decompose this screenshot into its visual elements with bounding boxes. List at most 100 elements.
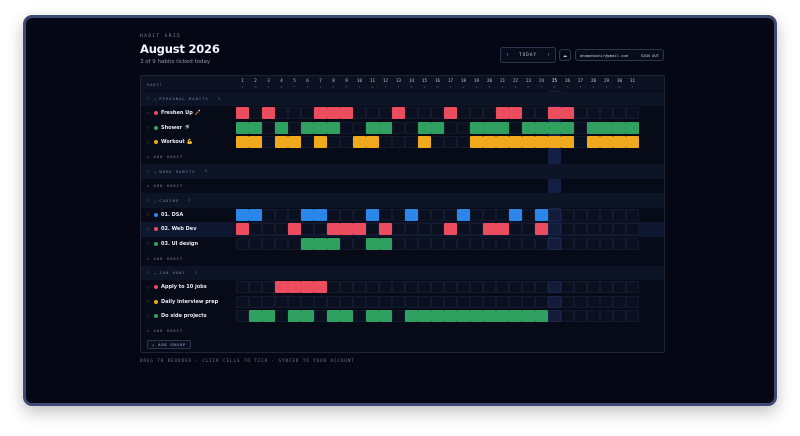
habit-cell-done[interactable]: [236, 223, 249, 235]
habit-name[interactable]: Workout 💪: [161, 139, 193, 146]
habit-name[interactable]: 02. Web Dev: [161, 226, 197, 233]
habit-cell[interactable]: [574, 281, 587, 293]
drag-handle-icon[interactable]: ⠿: [147, 168, 150, 174]
habit-cell[interactable]: [379, 208, 392, 221]
habit-cell-done[interactable]: [496, 107, 509, 119]
habit-cell[interactable]: [444, 237, 457, 250]
habit-cell[interactable]: [626, 310, 639, 322]
habit-cell[interactable]: [301, 295, 314, 308]
habit-name[interactable]: Do side projects: [161, 313, 207, 320]
habit-cell-done[interactable]: [561, 121, 574, 134]
habit-cell[interactable]: [470, 223, 483, 235]
habit-cell[interactable]: [262, 281, 275, 293]
habit-cell[interactable]: [288, 295, 301, 308]
habit-cell[interactable]: [249, 223, 262, 235]
habit-cell[interactable]: [275, 310, 288, 322]
habit-cell[interactable]: [379, 136, 392, 148]
habit-cell[interactable]: [483, 208, 496, 221]
habit-cell[interactable]: [236, 295, 249, 308]
habit-cell-done[interactable]: [535, 136, 548, 148]
habit-cell[interactable]: [353, 281, 366, 293]
chevron-down-icon[interactable]: ⌄: [154, 96, 157, 102]
drag-handle-icon[interactable]: ⠿: [147, 284, 150, 290]
habit-cell[interactable]: [470, 208, 483, 221]
habit-cell-done[interactable]: [366, 208, 379, 221]
habit-cell-done[interactable]: [379, 121, 392, 134]
habit-cell[interactable]: [626, 208, 639, 221]
habit-cell-done[interactable]: [405, 310, 418, 322]
habit-cell[interactable]: [470, 281, 483, 293]
habit-cell[interactable]: [457, 295, 470, 308]
habit-cell[interactable]: [600, 208, 613, 221]
habit-cell-done[interactable]: [275, 136, 288, 148]
habit-cell[interactable]: [626, 223, 639, 235]
habit-cell-done[interactable]: [249, 136, 262, 148]
habit-cell[interactable]: [418, 281, 431, 293]
habit-cell[interactable]: [457, 237, 470, 250]
habit-cell[interactable]: [483, 107, 496, 119]
habit-cell[interactable]: [483, 237, 496, 250]
habit-cell[interactable]: [366, 107, 379, 119]
habit-cell-done[interactable]: [314, 237, 327, 250]
habit-cell[interactable]: [613, 208, 626, 221]
habit-cell[interactable]: [288, 121, 301, 134]
habit-cell[interactable]: [275, 295, 288, 308]
habit-cell[interactable]: [418, 295, 431, 308]
habit-cell-done[interactable]: [444, 223, 457, 235]
habit-cell[interactable]: [353, 295, 366, 308]
group-header-row[interactable]: ⠿ ⌄ JOB HUNT 3: [141, 265, 664, 280]
habit-cell[interactable]: [509, 281, 522, 293]
habit-cell-done[interactable]: [483, 121, 496, 134]
habit-cell[interactable]: [327, 295, 340, 308]
habit-cell[interactable]: [366, 295, 379, 308]
habit-name[interactable]: Apply to 10 jobs: [161, 284, 207, 291]
drag-handle-icon[interactable]: ⠿: [147, 270, 150, 276]
habit-cell[interactable]: [262, 237, 275, 250]
habit-cell[interactable]: [288, 107, 301, 119]
habit-cell-done[interactable]: [626, 121, 639, 134]
habit-cell[interactable]: [509, 295, 522, 308]
habit-cell-done[interactable]: [288, 223, 301, 235]
habit-cell[interactable]: [262, 136, 275, 148]
habit-cell[interactable]: [340, 237, 353, 250]
drag-handle-icon[interactable]: ⠿: [147, 139, 150, 145]
habit-cell[interactable]: [431, 281, 444, 293]
habit-cell[interactable]: [574, 136, 587, 148]
habit-cell[interactable]: [496, 237, 509, 250]
habit-cell[interactable]: [561, 281, 574, 293]
habit-cell-done[interactable]: [587, 121, 600, 134]
habit-cell[interactable]: [548, 295, 561, 308]
group-header-row[interactable]: ⠿ ⌄ WORK HABITS 0: [141, 164, 664, 179]
habit-cell[interactable]: [431, 107, 444, 119]
habit-name[interactable]: Daily interview prep: [161, 298, 219, 305]
habit-name[interactable]: 03. UI design: [161, 240, 199, 247]
habit-cell-done[interactable]: [522, 310, 535, 322]
habit-cell-done[interactable]: [561, 136, 574, 148]
group-header-row[interactable]: ⠿ ⌄ PERSONAL HABITS 3: [141, 91, 664, 106]
habit-cell[interactable]: [600, 223, 613, 235]
habit-name[interactable]: 01. DSA: [161, 211, 184, 218]
habit-cell[interactable]: [262, 121, 275, 134]
habit-cell-done[interactable]: [236, 121, 249, 134]
habit-cell-done[interactable]: [496, 121, 509, 134]
habit-cell[interactable]: [561, 310, 574, 322]
habit-cell[interactable]: [470, 237, 483, 250]
habit-cell[interactable]: [457, 136, 470, 148]
habit-cell[interactable]: [522, 237, 535, 250]
habit-cell-done[interactable]: [275, 281, 288, 293]
habit-cell[interactable]: [340, 136, 353, 148]
habit-cell[interactable]: [613, 281, 626, 293]
habit-cell-done[interactable]: [548, 121, 561, 134]
habit-cell-done[interactable]: [600, 121, 613, 134]
habit-cell-done[interactable]: [548, 136, 561, 148]
habit-cell[interactable]: [431, 136, 444, 148]
habit-cell[interactable]: [470, 107, 483, 119]
habit-cell-done[interactable]: [509, 310, 522, 322]
add-habit-button[interactable]: + ADD HABIT: [141, 324, 664, 339]
habit-cell-done[interactable]: [340, 107, 353, 119]
habit-cell-done[interactable]: [561, 107, 574, 119]
habit-cell-done[interactable]: [626, 136, 639, 148]
habit-cell-done[interactable]: [327, 310, 340, 322]
habit-cell-done[interactable]: [483, 310, 496, 322]
habit-cell[interactable]: [301, 107, 314, 119]
